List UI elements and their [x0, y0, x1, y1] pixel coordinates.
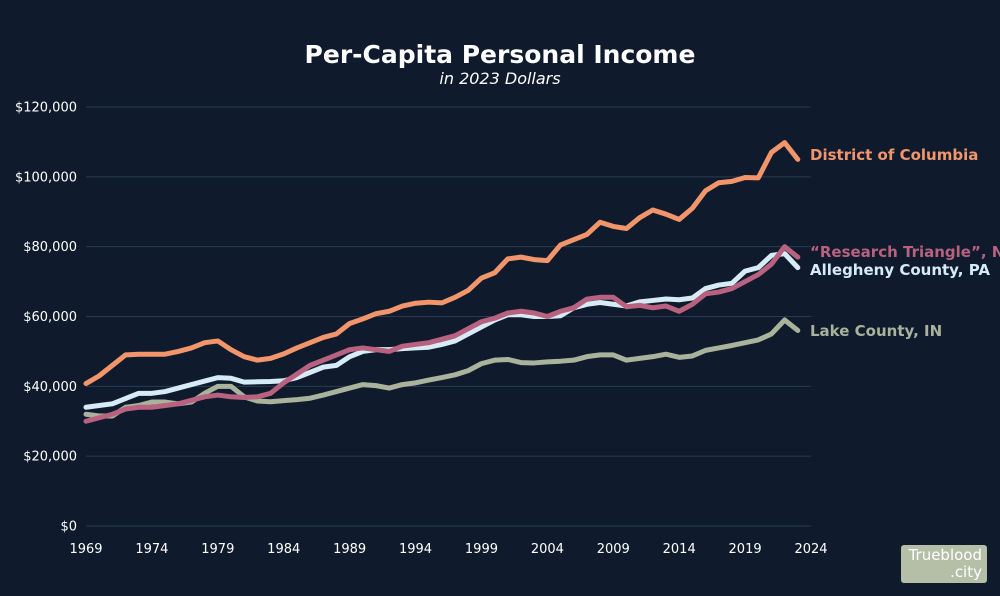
series-label: Allegheny County, PA	[810, 261, 990, 279]
y-tick-label: $120,000	[15, 101, 77, 116]
series-label: “Research Triangle”, NC	[810, 243, 1000, 261]
x-tick-label: 2024	[794, 542, 827, 557]
x-tick-label: 2019	[729, 542, 762, 557]
series-label: Lake County, IN	[810, 322, 942, 340]
x-tick-label: 1989	[333, 542, 366, 557]
x-tick-label: 1969	[69, 542, 102, 557]
x-axis-tick-labels: 1969 1974 1979 1984 1989 1994 1999 2004 2009 2014…	[69, 542, 827, 557]
x-tick-label: 2014	[663, 542, 696, 557]
x-tick-label: 2009	[597, 542, 630, 557]
y-tick-label: $40,000	[23, 380, 77, 395]
y-tick-label: $0	[60, 520, 77, 535]
series-lines	[83, 140, 801, 424]
x-tick-label: 1999	[465, 542, 498, 557]
y-tick-label: $100,000	[15, 170, 77, 185]
series-line-3	[83, 317, 801, 419]
y-tick-label: $80,000	[23, 240, 77, 255]
x-tick-label: 1979	[201, 542, 234, 557]
series-line-1	[83, 244, 801, 424]
x-tick-label: 1974	[135, 542, 168, 557]
brand-badge[interactable]: Trueblood .city	[901, 545, 987, 583]
gridlines	[86, 106, 811, 527]
x-tick-label: 1994	[399, 542, 432, 557]
series-line-0	[83, 140, 801, 387]
y-tick-label: $60,000	[23, 310, 77, 325]
series-labels: District of Columbia “Research Triangle”,…	[810, 146, 1000, 340]
series-line-2	[83, 251, 801, 410]
brand-line-1: Trueblood	[908, 546, 982, 564]
brand-line-2: .city	[950, 563, 982, 581]
chart-title: Per-Capita Personal Income	[305, 40, 696, 69]
x-tick-label: 2004	[531, 542, 564, 557]
series-label: District of Columbia	[810, 146, 978, 164]
x-tick-label: 1984	[267, 542, 300, 557]
y-tick-label: $20,000	[23, 450, 77, 465]
y-axis-tick-labels: $0 $20,000 $40,000 $60,000 $80,000 $100,000 $1…	[15, 101, 77, 535]
chart-subtitle: in 2023 Dollars	[439, 69, 560, 88]
